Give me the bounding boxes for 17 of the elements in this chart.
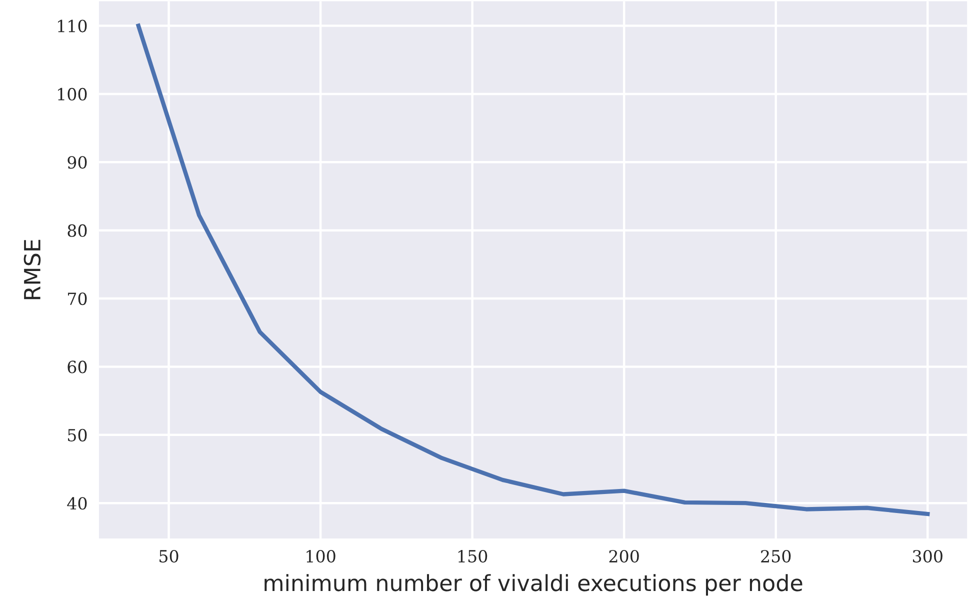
y-tick-label: 70: [68, 292, 87, 306]
y-tick-label: 80: [68, 224, 87, 237]
y-tick-label: 50: [68, 428, 87, 442]
x-tick-label: 300: [912, 550, 942, 563]
y-tick-label: 110: [58, 20, 87, 32]
x-tick-label: 100: [306, 550, 336, 563]
x-tick-label: 250: [761, 550, 791, 563]
y-tick-label: 60: [68, 360, 87, 374]
x-axis-title: minimum number of vivaldi executions per node: [264, 574, 802, 596]
y-tick-label: 100: [58, 88, 87, 101]
x-tick-label: 200: [609, 550, 639, 563]
y-tick-label: 90: [68, 156, 87, 169]
y-axis-title: RMSE: [24, 240, 41, 300]
x-tick-label: 50: [160, 550, 178, 563]
x-tick-label: 150: [458, 550, 488, 563]
line-series: [136, 24, 930, 516]
y-tick-label: 40: [67, 497, 87, 510]
